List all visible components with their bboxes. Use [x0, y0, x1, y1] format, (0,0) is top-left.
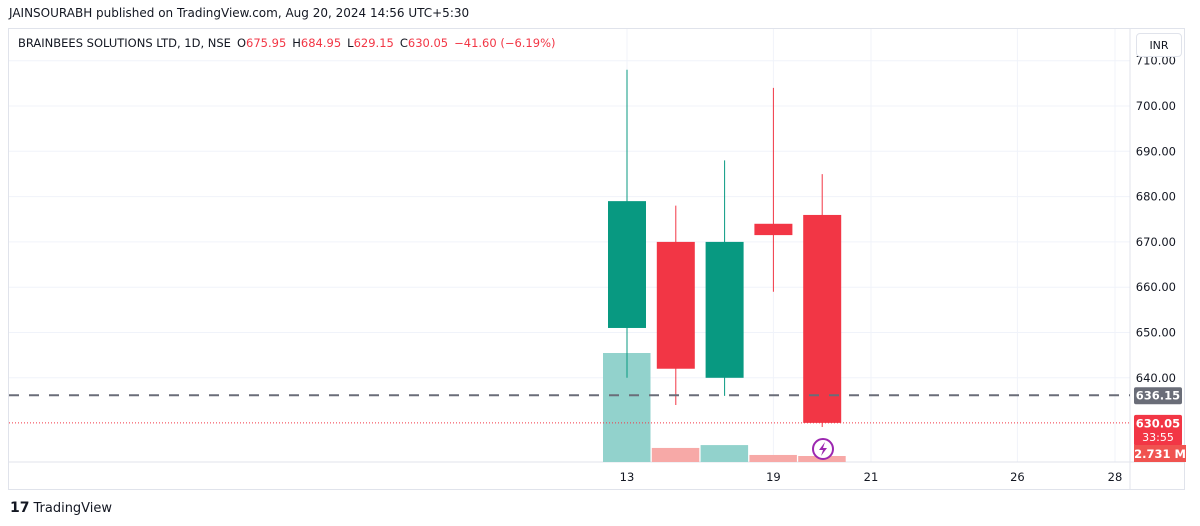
- volume-label-bg: [1134, 445, 1186, 462]
- candle-body-20: [803, 214, 842, 423]
- x-tick-label: 13: [620, 470, 635, 484]
- change-value: −41.60 (−6.19%): [454, 36, 556, 50]
- volume-bar-16: [700, 445, 749, 462]
- brand-name: TradingView: [33, 500, 113, 516]
- x-tick-label: 19: [766, 470, 781, 484]
- high-value: H684.95: [292, 36, 342, 50]
- tradingview-logo-icon: 17: [10, 500, 30, 516]
- close-value: C630.05: [399, 36, 449, 50]
- last-price-label: 630.05: [1136, 416, 1180, 430]
- price-line-label-bg: [1134, 387, 1182, 405]
- y-tick-label: 660.00: [1136, 280, 1176, 294]
- candle-body-19: [754, 223, 793, 236]
- candle-body-16: [705, 241, 744, 378]
- x-tick-label: 26: [1010, 470, 1025, 484]
- open-value: O675.95: [236, 36, 287, 50]
- low-value: L629.15: [347, 36, 394, 50]
- y-tick-label: 640.00: [1136, 371, 1176, 385]
- symbol-legend: BRAINBEES SOLUTIONS LTD, 1D, NSE O675.95 H…: [18, 36, 561, 50]
- lightning-icon-bolt: [819, 442, 827, 456]
- countdown-label: 33:55: [1142, 431, 1174, 444]
- candle-body-13: [608, 201, 646, 328]
- y-tick-label: 690.00: [1136, 144, 1176, 158]
- volume-bar-19: [749, 454, 797, 462]
- x-tick-label: 21: [864, 470, 879, 484]
- y-tick-label: 700.00: [1136, 99, 1176, 113]
- y-tick-label: 670.00: [1136, 235, 1176, 249]
- last-price-label-bg: [1134, 414, 1182, 446]
- publisher-line: JAINSOURABH published on TradingView.com…: [9, 6, 470, 20]
- y-tick-label: 680.00: [1136, 190, 1176, 204]
- price-line-label: 636.15: [1136, 389, 1180, 403]
- volume-bar-14: [651, 447, 700, 462]
- volume-label: 2.731 M: [1134, 447, 1186, 461]
- candle-body-14: [656, 241, 695, 369]
- x-tick-label: 28: [1108, 470, 1123, 484]
- y-tick-label: 710.00: [1136, 54, 1176, 68]
- symbol-title: BRAINBEES SOLUTIONS LTD, 1D, NSE: [18, 36, 231, 50]
- tradingview-logo: 17 TradingView: [10, 500, 112, 516]
- y-tick-label: 650.00: [1136, 326, 1176, 340]
- chart-frame: [8, 28, 1185, 490]
- currency-button[interactable]: INR: [1136, 33, 1182, 57]
